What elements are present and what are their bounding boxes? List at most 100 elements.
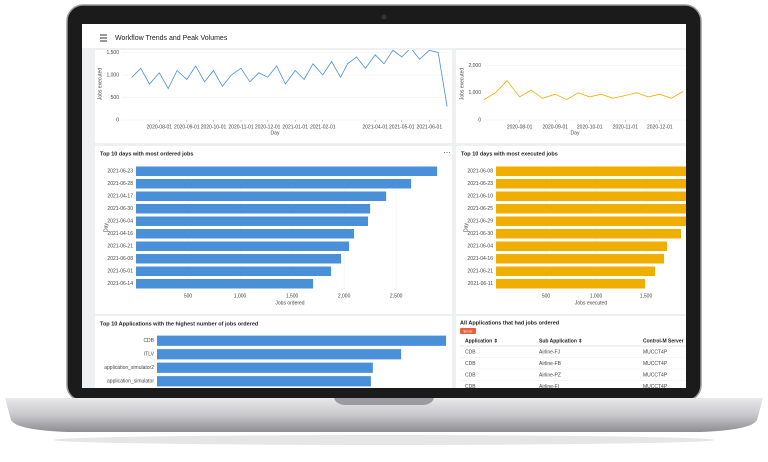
bar — [136, 241, 350, 251]
column-header: Application ⇕ — [465, 338, 498, 344]
x-tick-label: 1,000 — [590, 293, 603, 299]
laptop-base — [5, 398, 763, 432]
bar — [496, 254, 664, 264]
y-tick-label: 2021-06-21 — [107, 244, 133, 250]
panel-title: Top 10 days with most executed jobs — [461, 151, 558, 157]
x-tick-label: 2020-10-01 — [577, 124, 603, 130]
y-tick-label: 2021-06-30 — [107, 206, 133, 212]
column-header: Control-M Server — [643, 338, 684, 344]
x-tick-label: 2020-11-01 — [613, 124, 638, 130]
panel: All Applications that had jobs ordered Er… — [460, 320, 686, 390]
y-tick-label: 2021-06-08 — [467, 169, 493, 175]
x-axis-label: Jobs executed — [575, 300, 607, 306]
bar — [157, 349, 402, 360]
bar — [136, 254, 342, 264]
bar — [496, 166, 686, 176]
badge: Error — [464, 328, 474, 333]
y-tick-label: 0 — [116, 117, 119, 123]
panel: Top 10 days with most executed jobs Day 50… — [461, 151, 686, 306]
y-tick-label: 2021-04-17 — [107, 194, 133, 200]
table-cell: MUCCT4P — [643, 349, 668, 355]
y-tick-label: 2021-06-10 — [467, 194, 493, 200]
x-tick-label: 2020-12-01 — [647, 124, 673, 130]
y-tick-label: 2,000 — [468, 63, 481, 69]
y-tick-label: 500 — [111, 95, 120, 101]
camera — [381, 14, 387, 20]
y-tick-label: 2021-06-29 — [467, 219, 493, 225]
y-tick-label: CDB — [143, 338, 154, 344]
y-tick-label: 1,000 — [106, 72, 119, 78]
table-cell: Airline-FJ — [539, 349, 561, 355]
y-tick-label: 2021-06-30 — [467, 231, 493, 237]
y-axis-label: Jobs executed — [97, 68, 103, 100]
bar — [496, 229, 681, 239]
x-tick-label: 500 — [184, 293, 193, 299]
x-tick-label: 2021-01-01 — [282, 124, 308, 130]
bar — [496, 241, 667, 251]
x-tick-label: 2,000 — [338, 293, 351, 299]
table-cell: MUCCT4P — [643, 384, 668, 390]
y-tick-label: 0 — [478, 117, 481, 123]
bar — [496, 266, 655, 276]
y-tick-label: 2021-06-14 — [107, 281, 133, 287]
y-tick-label: 2021-06-28 — [107, 181, 133, 187]
table-cell: CDB — [465, 384, 476, 390]
badge-bg — [460, 328, 476, 334]
table-cell: Airline-FB — [539, 361, 562, 367]
bar — [136, 229, 355, 239]
bar — [157, 376, 371, 387]
x-tick-label: 1,000 — [234, 293, 247, 299]
menu-icon[interactable] — [100, 34, 107, 42]
bar — [136, 204, 371, 214]
panel-title: Top 10 Applications with the highest num… — [100, 321, 258, 327]
x-tick-label: 2020-09-01 — [174, 124, 200, 130]
bar — [496, 216, 686, 226]
x-tick-label: 1,500 — [640, 293, 653, 299]
panel: Top 10 days with most ordered jobs Day 500… — [100, 150, 451, 306]
y-tick-label: 2021-04-16 — [467, 256, 493, 262]
bar — [496, 204, 686, 214]
y-axis-label: Jobs executed — [459, 68, 465, 100]
table-cell: MUCCT4P — [643, 361, 668, 367]
y-tick-label: ITLV — [144, 352, 155, 358]
column-header: Sub Application ⇕ — [539, 338, 582, 344]
x-tick-label: 2,500 — [390, 293, 403, 299]
panel-bg — [95, 50, 452, 143]
table-title: All Applications that had jobs ordered — [460, 320, 559, 326]
y-tick-label: 2021-05-01 — [107, 269, 133, 275]
table-cell: MUCCT4P — [643, 372, 668, 378]
y-tick-label: 2021-06-23 — [107, 169, 133, 175]
x-tick-label: 2021-04-01 — [362, 124, 388, 130]
table-cell: CDB — [465, 372, 476, 378]
bar — [157, 335, 447, 346]
table-cell: CDB — [465, 361, 476, 367]
y-tick-label: 1,000 — [468, 90, 481, 96]
bar — [136, 266, 332, 276]
y-tick-label: application_simulator2 — [104, 365, 154, 371]
x-tick-label: 2020-10-01 — [201, 124, 227, 130]
header-bar — [82, 24, 686, 48]
x-axis-label: Day — [271, 130, 280, 136]
y-tick-label: 2021-06-25 — [467, 206, 493, 212]
table-cell: Airline-FI — [539, 384, 559, 390]
y-tick-label: 2021-06-04 — [467, 244, 493, 250]
bar — [136, 166, 438, 176]
y-tick-label: 2021-06-08 — [107, 256, 133, 262]
bar — [157, 362, 373, 373]
line-series — [483, 79, 684, 101]
bar — [496, 179, 686, 189]
shadow — [54, 435, 714, 445]
x-tick-label: 2020-08-01 — [507, 124, 533, 130]
x-axis-label: Day — [571, 130, 580, 136]
x-tick-label: 500 — [542, 293, 551, 299]
more-icon[interactable]: ⋯ — [444, 150, 451, 157]
bar — [136, 216, 369, 226]
x-tick-label: 2021-06-01 — [417, 124, 443, 130]
x-tick-label: 1,500 — [286, 293, 299, 299]
bar — [496, 279, 645, 289]
y-axis-label: Day — [463, 223, 469, 232]
y-tick-label: application_simulator — [107, 379, 154, 385]
bar — [496, 191, 686, 201]
